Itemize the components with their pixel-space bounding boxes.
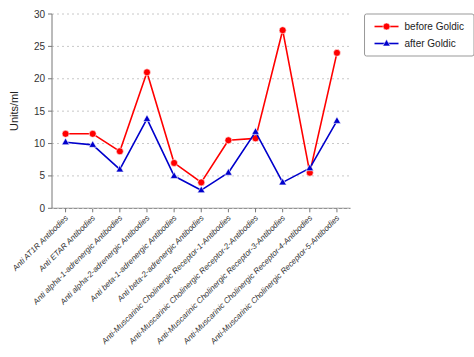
y-axis-label: Units/ml — [8, 91, 20, 131]
y-tick — [48, 143, 52, 144]
chart: Anti AT1R AntibodiesAnti ETAR Antibodies… — [0, 0, 474, 357]
point — [116, 148, 123, 155]
grid-line — [52, 46, 351, 47]
point — [333, 49, 340, 56]
legend-marker — [383, 23, 390, 30]
grid-line — [52, 111, 351, 112]
point — [143, 69, 150, 76]
series — [62, 115, 341, 193]
point — [279, 178, 287, 185]
x-tick — [255, 208, 256, 212]
x-tick-label: Anti-Muscarinic Cholinergic Receptor-5-A… — [208, 213, 341, 346]
point — [89, 130, 96, 137]
point — [62, 138, 70, 145]
x-tick — [119, 208, 120, 212]
x-tick — [65, 208, 66, 212]
point — [279, 27, 286, 34]
legend-label: after Goldic — [405, 38, 456, 49]
legend-marker — [383, 39, 391, 46]
y-tick-label: 20 — [34, 73, 46, 84]
point — [252, 128, 260, 135]
x-tick — [146, 208, 147, 212]
grid-line — [52, 208, 351, 209]
y-tick — [48, 175, 52, 176]
y-tick-label: 5 — [39, 170, 45, 181]
y-tick — [48, 78, 52, 79]
x-axis: Anti AT1R AntibodiesAnti ETAR Antibodies… — [10, 208, 351, 346]
point — [306, 164, 314, 171]
x-tick — [228, 208, 229, 212]
y-tick — [48, 111, 52, 112]
y-tick-label: 0 — [39, 203, 45, 214]
x-tick-label: Anti-Muscarinic Cholinergic Receptor-4-A… — [181, 213, 314, 346]
y-tick-label: 15 — [34, 106, 46, 117]
legend-label: before Goldic — [405, 21, 464, 32]
y-tick — [48, 208, 52, 209]
legend-box — [365, 14, 474, 56]
series — [62, 27, 340, 186]
y-tick — [48, 46, 52, 47]
point — [333, 117, 341, 124]
y-tick-label: 10 — [34, 138, 46, 149]
y-tick-label: 25 — [34, 41, 46, 52]
x-tick — [282, 208, 283, 212]
series-line — [66, 119, 337, 190]
point — [198, 179, 205, 186]
point — [197, 186, 205, 193]
plot-area — [62, 27, 341, 193]
grid-line — [52, 78, 351, 79]
y-tick-label: 30 — [34, 9, 46, 20]
y-axis: 0 5 10 15 20 25 30 Units/ml — [8, 9, 52, 214]
x-tick — [174, 208, 175, 212]
grid-line — [52, 14, 351, 15]
point — [62, 130, 69, 137]
y-tick — [48, 14, 52, 15]
point — [89, 141, 97, 148]
point — [225, 168, 233, 175]
point — [170, 172, 178, 179]
grid — [52, 14, 351, 208]
x-tick — [201, 208, 202, 212]
point — [143, 115, 151, 122]
point — [225, 137, 232, 144]
legend: before Goldic after Goldic — [375, 21, 464, 49]
point — [116, 165, 124, 172]
point — [171, 159, 178, 166]
grid-line — [52, 175, 351, 176]
grid-line — [52, 143, 351, 144]
x-tick — [309, 208, 310, 212]
y-axis-line — [52, 14, 53, 208]
x-tick — [336, 208, 337, 212]
series-line — [66, 30, 337, 182]
x-tick — [92, 208, 93, 212]
